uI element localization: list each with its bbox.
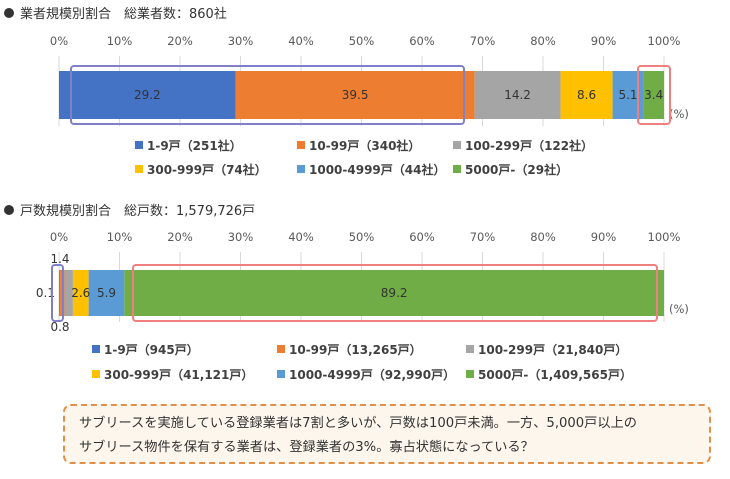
data-label-0: 8.6 [577, 88, 596, 102]
bar-segment-0 [643, 71, 664, 119]
legend-swatch-0 [297, 165, 305, 173]
x-tick-label-1: 70% [470, 230, 496, 244]
x-tick-label-1: 20% [167, 230, 193, 244]
data-label-1: 1.4 [50, 252, 69, 266]
x-tick-label-1: 100% [648, 230, 681, 244]
legend-swatch-1 [466, 345, 474, 353]
x-tick-label-0: 20% [167, 34, 193, 48]
x-tick-label-0: 80% [530, 34, 556, 48]
x-tick-label-1: 60% [409, 230, 435, 244]
chart-title-1: 戸数規模別割合 総戸数：1,579,726戸 [20, 203, 255, 219]
x-tick-label-0: 10% [107, 34, 133, 48]
data-label-1: 2.6 [71, 286, 90, 300]
data-label-0: 5.1 [618, 88, 637, 102]
legend-label-0: 100-299戸（122社） [465, 138, 593, 153]
highlight-box-large-firms [132, 264, 658, 322]
legend-label-1: 1000-4999戸（92,990戸） [289, 367, 455, 382]
bar-segment-0 [59, 71, 236, 119]
legend-label-0: 10-99戸（340社） [309, 138, 420, 153]
title-bullet-1 [4, 205, 14, 215]
bar-segment-0 [235, 71, 475, 119]
x-tick-label-1: 10% [107, 230, 133, 244]
data-label-0: 29.2 [134, 88, 161, 102]
legend-label-0: 1-9戸（251社） [147, 138, 242, 153]
unit-label-0: (%) [669, 107, 689, 121]
legend-swatch-0 [297, 141, 305, 149]
x-tick-label-0: 50% [349, 34, 375, 48]
highlight-box-large-firms [637, 65, 671, 125]
legend-swatch-0 [453, 141, 461, 149]
legend-swatch-1 [466, 370, 474, 378]
x-tick-label-0: 40% [288, 34, 314, 48]
comment-line-2: サブリース物件を保有する業者は、登録業者の3%。寡占状態になっている？ [79, 440, 534, 455]
legend-label-1: 100-299戸（21,840戸） [478, 342, 627, 357]
legend-label-0: 5000戸-（29社） [465, 162, 568, 177]
legend-swatch-0 [135, 165, 143, 173]
legend-label-1: 1-9戸（945戸） [104, 342, 199, 357]
legend-label-1: 10-99戸（13,265戸） [289, 342, 422, 357]
data-label-0: 14.2 [504, 88, 531, 102]
data-label-0: 39.5 [342, 88, 369, 102]
legend-swatch-0 [453, 165, 461, 173]
legend-swatch-0 [135, 141, 143, 149]
bar-segment-1 [64, 270, 73, 316]
highlight-box-small-firms [51, 264, 64, 322]
bar-segment-0 [474, 71, 561, 119]
data-label-1: 0.1 [36, 286, 55, 300]
x-tick-label-0: 70% [470, 34, 496, 48]
x-tick-label-0: 30% [228, 34, 254, 48]
x-tick-label-1: 90% [591, 230, 617, 244]
comment-box: サブリースを実施している登録業者は7割と多いが、戸数は100戸未満。一方、5,0… [63, 404, 711, 464]
bar-segment-1 [59, 270, 60, 316]
data-label-0: 3.4 [644, 88, 663, 102]
bar-segment-1 [72, 270, 89, 316]
legend-swatch-1 [92, 345, 100, 353]
x-tick-label-1: 50% [349, 230, 375, 244]
legend-swatch-1 [277, 370, 285, 378]
x-tick-label-0: 0% [50, 34, 68, 48]
x-tick-label-1: 0% [50, 230, 68, 244]
legend-swatch-1 [277, 345, 285, 353]
bar-segment-1 [88, 270, 125, 316]
data-label-1: 0.8 [50, 320, 69, 334]
x-tick-label-0: 60% [409, 34, 435, 48]
x-tick-label-0: 100% [648, 34, 681, 48]
unit-label-1: (%) [669, 302, 689, 316]
comment-line-1: サブリースを実施している登録業者は7割と多いが、戸数は100戸未満。一方、5,0… [79, 416, 637, 431]
x-tick-label-1: 80% [530, 230, 556, 244]
legend-swatch-1 [92, 370, 100, 378]
legend-label-1: 5000戸-（1,409,565戸） [478, 367, 632, 382]
x-tick-label-1: 40% [288, 230, 314, 244]
x-tick-label-1: 30% [228, 230, 254, 244]
bar-segment-0 [560, 71, 613, 119]
title-bullet-0 [4, 8, 14, 18]
data-label-1: 5.9 [97, 286, 116, 300]
legend-label-0: 1000-4999戸（44社） [309, 162, 445, 177]
data-label-1: 89.2 [381, 286, 408, 300]
highlight-box-small-firms [70, 65, 465, 125]
bar-segment-1 [124, 270, 665, 316]
legend-label-1: 300-999戸（41,121戸） [104, 367, 253, 382]
chart-title-0: 業者規模別割合 総業者数：860社 [20, 6, 227, 22]
legend-label-0: 300-999戸（74社） [147, 162, 267, 177]
x-tick-label-0: 90% [591, 34, 617, 48]
